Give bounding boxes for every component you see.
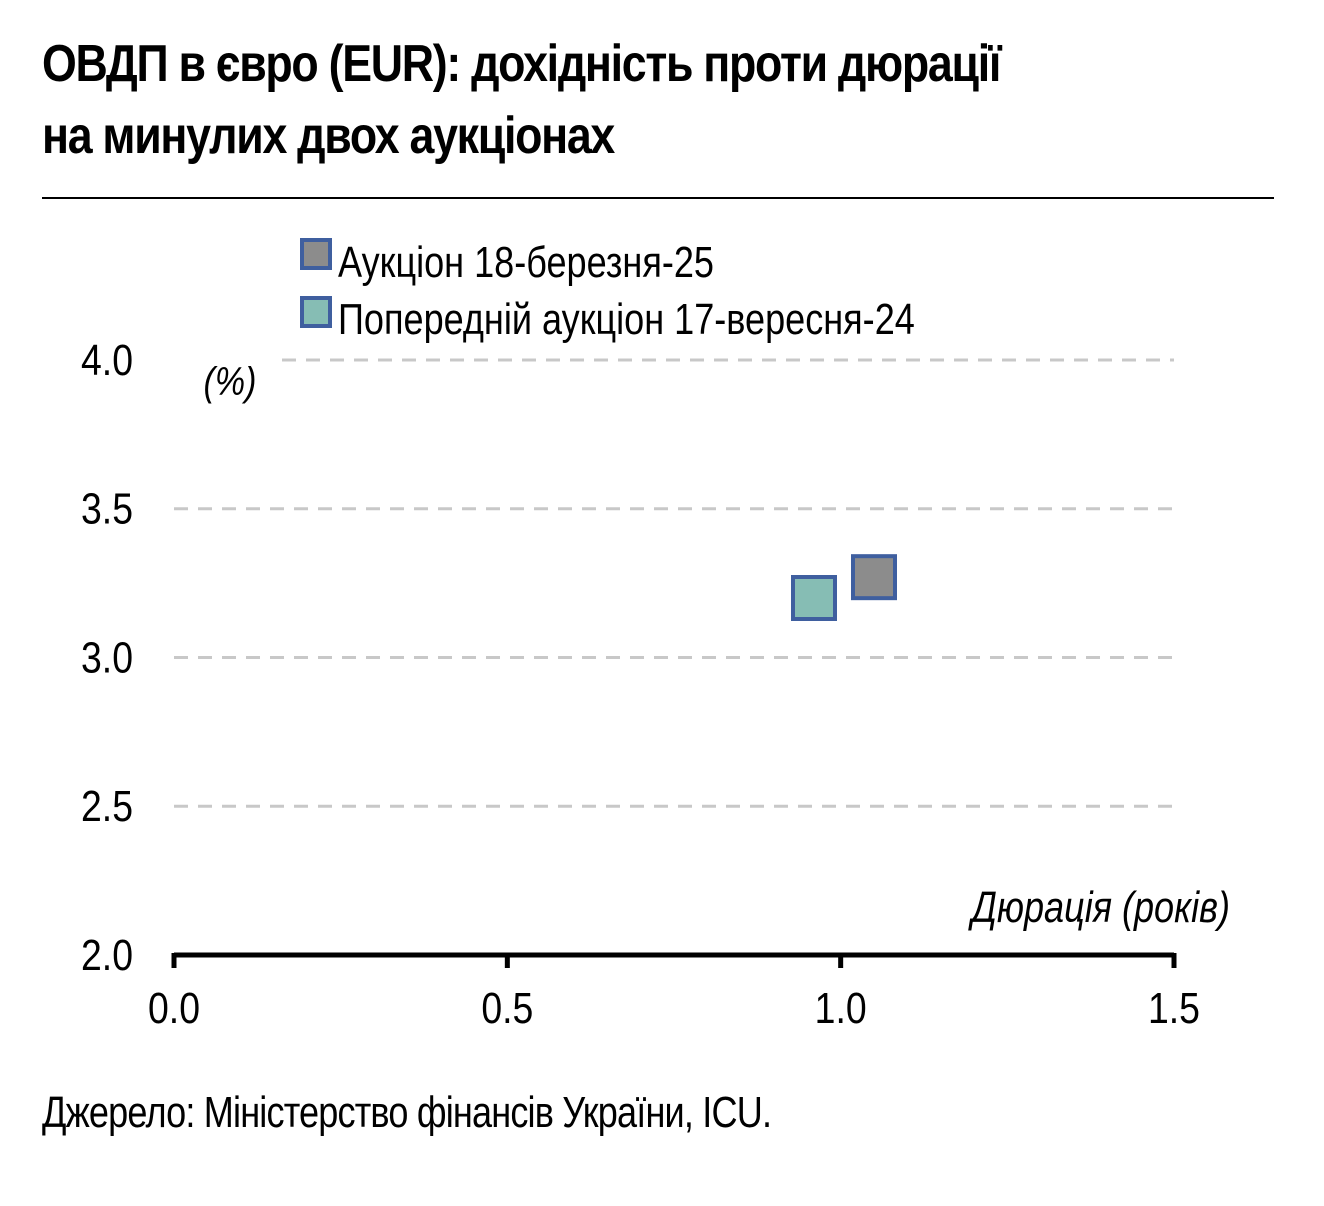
x-tick-labels: 0.0 0.5 1.0 1.5 [148,983,1200,1033]
scatter-chart: 4.0 3.5 3.0 2.5 2.0 0.0 0.5 1.0 1.5 (%) Дюрація… [81,238,1230,1033]
y-axis-label: (%) [204,358,257,403]
title-line-2: на минулих двох аукціонах [42,107,615,165]
x-tick-label-3: 1.5 [1148,983,1200,1033]
title-line-1: ОВДП в євро (EUR): дохідність проти дюра… [42,35,1001,93]
y-tick-label-1: 3.5 [81,484,133,534]
y-tick-label-4: 2.0 [81,930,133,980]
title-divider [42,197,1274,199]
x-axis [171,952,1177,968]
y-tick-label-3: 2.5 [81,781,133,831]
point-series-0-0 [851,554,897,601]
y-tick-label-0: 4.0 [81,335,133,385]
legend-label-current: Аукціон 18-березня-25 [338,238,714,287]
chart-title: ОВДП в євро (EUR): дохідність проти дюра… [42,28,1108,172]
legend: Аукціон 18-березня-25 Попередній аукціон… [300,238,915,344]
legend-swatch-current [300,238,332,270]
data-points [791,554,897,621]
x-tick-label-1: 0.5 [481,983,533,1033]
x-tick-label-2: 1.0 [815,983,867,1033]
gridlines [174,358,1174,808]
legend-swatch-previous [300,296,332,328]
x-tick-label-0: 0.0 [148,983,200,1033]
x-axis-label: Дюрація (років) [968,883,1230,932]
source-note: Джерело: Міністерство фінансів України, … [42,1088,772,1137]
legend-label-previous: Попередній аукціон 17-вересня-24 [338,295,915,344]
point-series-1-0 [791,575,837,621]
y-tick-label-2: 3.0 [81,633,133,683]
y-tick-labels: 4.0 3.5 3.0 2.5 2.0 [81,335,133,980]
